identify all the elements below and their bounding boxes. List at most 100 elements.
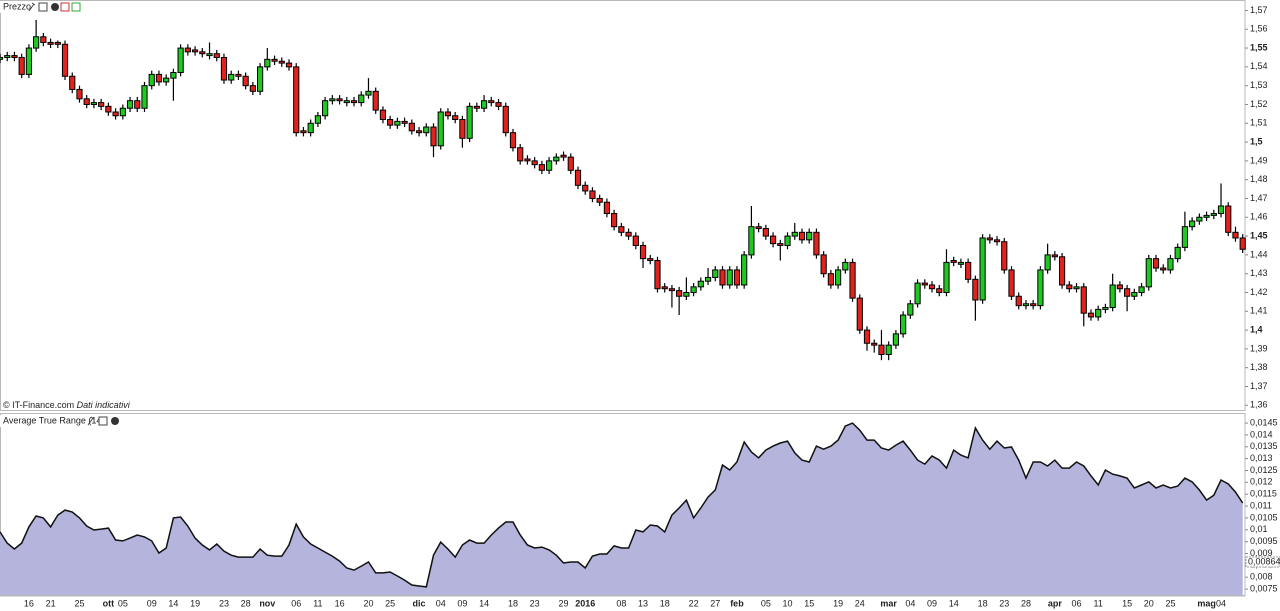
candle-body — [430, 126, 437, 147]
candle-body — [892, 333, 899, 346]
y-tick-label: 1,42 — [1250, 287, 1268, 297]
candle-body — [502, 105, 509, 134]
y-tick-label: 1,47 — [1250, 193, 1268, 203]
y-tick-label: 1,53 — [1250, 80, 1268, 90]
panel-icons[interactable] — [28, 2, 81, 12]
y-tick-label: 0,01 — [1250, 524, 1268, 534]
candle-body — [719, 269, 726, 286]
candle-body — [155, 73, 163, 83]
candle-body — [524, 158, 531, 162]
candle-body — [191, 49, 199, 53]
candle-body — [1167, 258, 1174, 271]
candle-body — [1051, 254, 1058, 258]
x-tick-label: 09 — [147, 598, 157, 608]
x-tick-label: 06 — [291, 598, 301, 608]
x-tick-label: 15 — [1122, 598, 1132, 608]
candle-body — [293, 66, 300, 134]
candle-body — [1174, 246, 1181, 260]
window-icon[interactable] — [38, 2, 48, 12]
candle-body — [228, 73, 235, 81]
x-tick-label: 16 — [24, 598, 34, 608]
close-icon[interactable] — [111, 417, 119, 425]
candle-body — [480, 100, 488, 109]
candle-body — [972, 278, 979, 301]
up-icon[interactable] — [71, 2, 81, 12]
candle-body — [582, 184, 589, 192]
candle-body — [668, 288, 676, 292]
x-tick-label: 14 — [168, 598, 178, 608]
candle-body — [278, 60, 285, 64]
candle-body — [603, 201, 610, 215]
candle-body — [871, 342, 878, 346]
candle-body — [856, 297, 863, 331]
candle-body — [459, 119, 466, 139]
y-tick-label: 1,56 — [1250, 24, 1268, 34]
value-marker-box — [1245, 556, 1280, 568]
candle-body — [1203, 214, 1210, 218]
candle-body — [47, 41, 54, 45]
candle-body — [596, 197, 603, 203]
candle-body — [560, 154, 567, 158]
candle-body — [1001, 241, 1008, 271]
y-tick-label: 0,014 — [1250, 429, 1273, 439]
x-tick-label: 18 — [508, 598, 518, 608]
x-tick-label: mag — [1197, 598, 1216, 608]
candle-body — [1239, 237, 1246, 250]
candle-body — [986, 237, 993, 241]
candle-body — [1152, 258, 1160, 269]
candle-body — [322, 100, 329, 117]
candle-body — [1080, 286, 1087, 314]
candle-body — [885, 344, 892, 356]
y-tick-label: 0,0145 — [1250, 417, 1278, 427]
candle-body — [1066, 284, 1073, 290]
candle-body — [257, 66, 264, 92]
candle-body — [365, 90, 372, 96]
candle-body — [639, 244, 647, 260]
candle-body — [336, 98, 343, 102]
atr-icons[interactable] — [87, 416, 119, 426]
y-tick-label: 1,48 — [1250, 174, 1268, 184]
x-tick-label: 25 — [385, 598, 395, 608]
candle-body — [249, 85, 256, 92]
candle-body — [965, 261, 972, 280]
x-tick-label: 28 — [241, 598, 251, 608]
candle-body — [18, 56, 25, 75]
close-icon[interactable] — [51, 3, 59, 11]
window-icon[interactable] — [98, 416, 108, 426]
candle-body — [741, 254, 748, 286]
candle-body — [1102, 307, 1109, 310]
candle-body — [835, 269, 842, 286]
candle-body — [1015, 295, 1022, 307]
y-tick-label: 1,43 — [1250, 268, 1268, 278]
y-tick-label: 1,39 — [1250, 343, 1268, 353]
candle-body — [242, 75, 249, 87]
settings-icon[interactable] — [28, 2, 36, 12]
y-tick-label: 1,36 — [1250, 400, 1268, 410]
candle-body — [358, 94, 365, 104]
x-tick-label: 14 — [479, 598, 489, 608]
candle-body — [119, 107, 126, 117]
candle-body — [900, 314, 907, 335]
x-tick-label: 04 — [436, 598, 446, 608]
candle-body — [878, 344, 885, 356]
y-tick-label: 0,008 — [1250, 572, 1273, 582]
candle-body — [488, 100, 495, 104]
candle-body — [574, 169, 582, 186]
x-tick-label: 24 — [855, 598, 865, 608]
candle-body — [126, 100, 134, 109]
y-tick-label: 1,49 — [1250, 155, 1268, 165]
candle-body — [676, 290, 683, 297]
candle-body — [0, 56, 4, 60]
candle-body — [654, 260, 661, 290]
candle-body — [625, 231, 632, 237]
candle-body — [1210, 213, 1217, 216]
candle-body — [213, 53, 220, 58]
candle-body — [401, 120, 408, 124]
down-icon[interactable] — [60, 2, 70, 12]
candle-body — [33, 36, 40, 49]
candle-body — [1037, 269, 1044, 307]
settings-icon[interactable] — [87, 416, 95, 426]
candle-body — [784, 235, 791, 246]
candle-body — [993, 239, 1001, 243]
candle-body — [1030, 303, 1037, 307]
